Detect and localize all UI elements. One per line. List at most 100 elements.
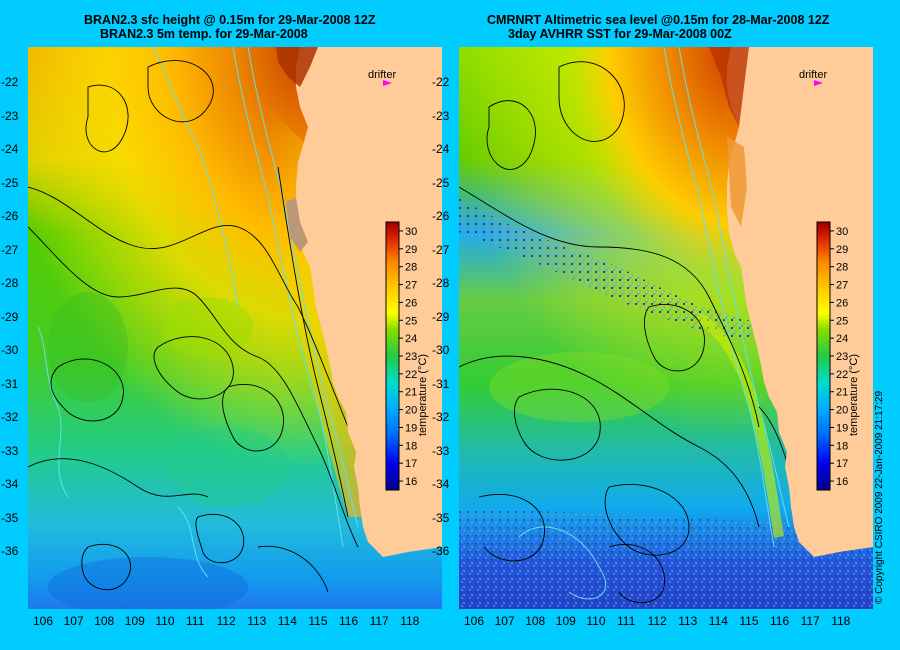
longitude-tick-label: 114 [277, 614, 297, 628]
colorbar-tick-label: 29 [836, 244, 848, 256]
latitude-tick-label: -22 [432, 75, 450, 89]
latitude-tick-label: -35 [1, 510, 19, 525]
colorbar-tick-label: 20 [405, 405, 417, 417]
bathymetry-contours [518, 47, 790, 600]
colorbar-tick-label: 19 [405, 422, 417, 434]
latitude-tick-label: -33 [1, 443, 19, 458]
colorbar-tick-label: 17 [405, 458, 417, 470]
australia-landmass [296, 47, 442, 557]
longitude-tick-label: 118 [400, 614, 420, 628]
latitude-tick-label: -36 [432, 544, 450, 558]
latitude-tick-label: -22 [1, 75, 19, 89]
longitude-tick-label: 111 [186, 614, 205, 628]
colorbar-tick-label: 22 [405, 369, 417, 381]
colorbar-title: temperature (°C) [848, 354, 860, 436]
longitude-tick-label: 110 [586, 614, 606, 628]
colorbar-tick-label: 24 [836, 333, 848, 345]
longitude-tick-label: 112 [647, 614, 667, 628]
longitude-tick-label: 115 [739, 614, 759, 628]
latitude-tick-label: -32 [1, 410, 19, 424]
latitude-tick-label: -27 [1, 242, 19, 257]
drifter-marker[interactable]: drifter [799, 69, 827, 86]
latitude-tick-label: -31 [1, 376, 19, 391]
longitude-tick-label: 110 [155, 614, 175, 628]
sea-level-contours [28, 60, 359, 593]
left-map-panel[interactable]: 30 29 28 27 26 25 24 23 22 21 20 19 18 17 16 temperatu… [28, 47, 442, 609]
right-title-line2: 3day AVHRR SST for 29-Mar-2008 00Z [508, 27, 732, 41]
longitude-tick-label: 113 [678, 614, 698, 628]
longitude-tick-label: 115 [308, 614, 328, 628]
colorbar-tick-label: 23 [405, 351, 417, 363]
colorbar-tick-label: 30 [405, 226, 417, 238]
colorbar-tick-label: 24 [405, 333, 417, 345]
longitude-tick-label: 108 [525, 614, 546, 628]
colorbar-title: temperature (°C) [417, 354, 429, 436]
longitude-tick-label: 107 [63, 614, 84, 628]
latitude-tick-label: -29 [1, 309, 19, 324]
colorbar-tick-label: 25 [405, 315, 417, 327]
latitude-tick-label: -23 [432, 108, 450, 123]
right-title-line1: CMRNRT Altimetric sea level @0.15m for 2… [487, 13, 830, 27]
colorbar-tick-label: 26 [836, 297, 848, 309]
latitude-tick-label: -28 [432, 276, 450, 290]
longitude-tick-label: 111 [617, 614, 636, 628]
longitude-tick-label: 106 [33, 614, 54, 628]
latitude-tick-label: -25 [1, 175, 19, 190]
longitude-tick-label: 108 [94, 614, 115, 628]
shark-bay-shoal [286, 197, 308, 252]
copyright-notice: © Copyright CSIRO 2009 22-Jan-2009 21:17… [874, 390, 885, 604]
drifter-label: drifter [368, 69, 396, 81]
left-title-line1: BRAN2.3 sfc height @ 0.15m for 29-Mar-20… [84, 13, 376, 27]
colorbar-tick-label: 19 [836, 422, 848, 434]
latitude-tick-label: -23 [1, 108, 19, 123]
colorbar-tick-label: 21 [405, 387, 417, 399]
australia-landmass [727, 47, 873, 557]
longitude-tick-label: 116 [339, 614, 359, 628]
latitude-tick-label: -26 [432, 209, 450, 223]
latitude-tick-label: -24 [432, 142, 450, 156]
colorbar-tick-label: 22 [836, 369, 848, 381]
longitude-tick-label: 117 [800, 614, 820, 628]
colorbar-tick-label: 26 [405, 297, 417, 309]
longitude-tick-label: 107 [494, 614, 515, 628]
latitude-tick-label: -26 [1, 209, 19, 223]
colorbar-tick-label: 18 [405, 440, 417, 452]
colorbar-tick-label: 25 [836, 315, 848, 327]
colorbar-tick-label: 28 [405, 262, 417, 274]
colorbar: 30 29 28 27 26 25 24 23 22 21 20 19 18 17 16 temperatu… [385, 221, 429, 491]
right-map-panel[interactable]: 30 29 28 27 26 25 24 23 22 21 20 19 18 17 16 temperatu… [459, 47, 873, 609]
colorbar-tick-label: 30 [836, 226, 848, 238]
colorbar-tick-label: 18 [836, 440, 848, 452]
drifter-marker[interactable]: drifter [368, 69, 396, 86]
longitude-tick-label: 113 [247, 614, 267, 628]
latitude-tick-label: -30 [432, 343, 450, 357]
longitude-tick-label: 118 [831, 614, 851, 628]
drifter-label: drifter [799, 69, 827, 81]
longitude-tick-label: 112 [216, 614, 236, 628]
latitude-tick-label: -29 [432, 309, 450, 324]
colorbar-tick-label: 29 [405, 244, 417, 256]
longitude-tick-label: 117 [369, 614, 389, 628]
latitude-tick-label: -30 [1, 343, 19, 357]
longitude-tick-label: 109 [124, 614, 145, 628]
latitude-tick-label: -32 [432, 410, 450, 424]
colorbar-tick-label: 27 [405, 280, 417, 292]
bathymetry-contours [37, 47, 359, 578]
colorbar-tick-label: 28 [836, 262, 848, 274]
latitude-tick-label: -35 [432, 510, 450, 525]
latitude-tick-label: -27 [432, 242, 450, 257]
latitude-tick-label: -24 [1, 142, 19, 156]
latitude-tick-label: -36 [1, 544, 19, 558]
latitude-tick-label: -25 [432, 175, 450, 190]
colorbar-tick-label: 16 [836, 476, 848, 488]
latitude-tick-label: -31 [432, 376, 450, 391]
colorbar: 30 29 28 27 26 25 24 23 22 21 20 19 18 17 16 temperatu… [816, 221, 860, 491]
colorbar-tick-label: 23 [836, 351, 848, 363]
latitude-tick-label: -34 [432, 477, 450, 491]
colorbar-tick-label: 27 [836, 280, 848, 292]
colorbar-tick-label: 20 [836, 405, 848, 417]
colorbar-tick-label: 21 [836, 387, 848, 399]
latitude-tick-label: -33 [432, 443, 450, 458]
longitude-tick-label: 109 [555, 614, 576, 628]
colorbar-tick-label: 16 [405, 476, 417, 488]
